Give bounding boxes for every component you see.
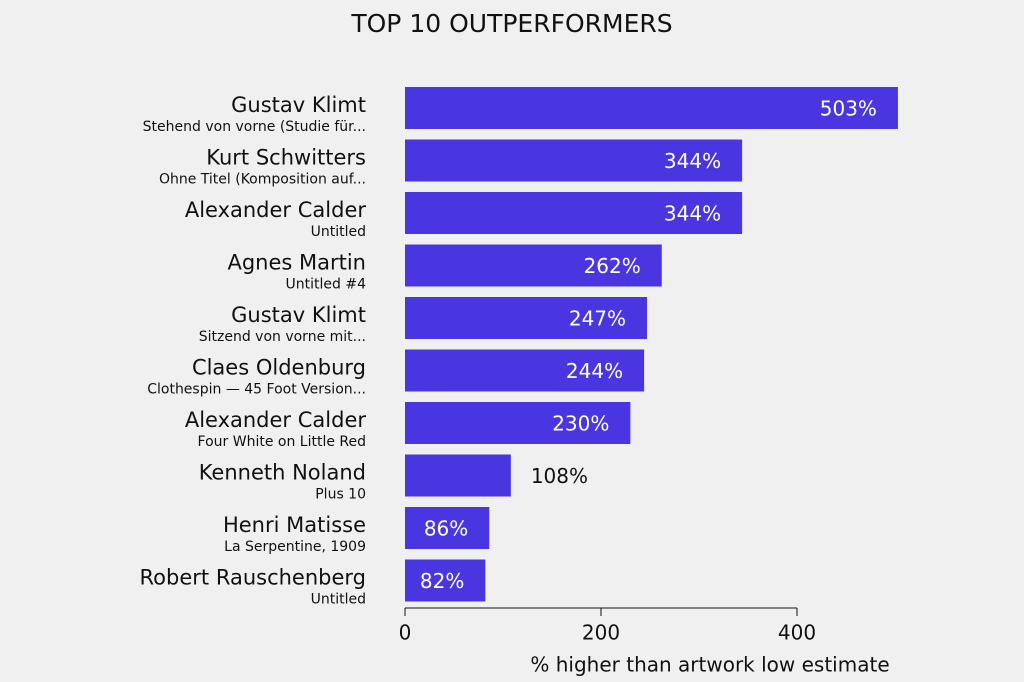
value-label: 244% [566, 359, 623, 383]
bar [405, 507, 490, 549]
category-label: Alexander Calder [185, 198, 367, 222]
value-label: 230% [552, 412, 609, 436]
value-label: 344% [664, 149, 721, 173]
value-label: 247% [569, 307, 626, 331]
value-label: 82% [420, 569, 464, 593]
bar [405, 244, 662, 287]
x-axis-label: % higher than artwork low estimate [530, 653, 889, 677]
category-label: Gustav Klimt [231, 303, 366, 327]
category-label: Claes Oldenburg [192, 356, 366, 380]
x-tick-label: 200 [582, 621, 620, 645]
artwork-label: Clothespin — 45 Foot Version... [147, 382, 366, 398]
x-tick-label: 0 [399, 621, 412, 645]
value-label: 108% [531, 464, 588, 488]
category-label: Kurt Schwitters [206, 146, 366, 170]
category-label: Henri Matisse [223, 513, 366, 537]
bar [405, 402, 631, 444]
chart-title: TOP 10 OUTPERFORMERS [350, 9, 672, 38]
artwork-label: Sitzend von vorne mit... [199, 329, 366, 345]
x-tick-label: 400 [778, 621, 816, 645]
bar [405, 349, 645, 392]
bar [405, 87, 898, 129]
category-label: Robert Rauschenberg [140, 566, 366, 590]
category-label: Gustav Klimt [231, 93, 366, 117]
bar [405, 192, 743, 234]
bar [405, 139, 743, 182]
category-label: Alexander Calder [185, 408, 367, 432]
value-label: 86% [424, 517, 468, 541]
category-label: Agnes Martin [227, 251, 366, 275]
value-label: 503% [820, 97, 877, 121]
bar [405, 454, 511, 497]
artwork-label: Plus 10 [315, 487, 366, 503]
bar [405, 559, 486, 602]
artwork-label: Ohne Titel (Komposition auf... [159, 172, 366, 188]
artwork-label: La Serpentine, 1909 [224, 539, 366, 555]
artwork-label: Four White on Little Red [198, 434, 366, 450]
artwork-label: Untitled [311, 224, 366, 240]
category-label: Kenneth Noland [199, 461, 366, 485]
value-label: 262% [584, 254, 641, 278]
artwork-label: Untitled [311, 592, 366, 608]
artwork-label: Untitled #4 [286, 277, 367, 293]
value-label: 344% [664, 202, 721, 226]
bar [405, 297, 648, 339]
artwork-label: Stehend von vorne (Studie für... [143, 119, 366, 135]
